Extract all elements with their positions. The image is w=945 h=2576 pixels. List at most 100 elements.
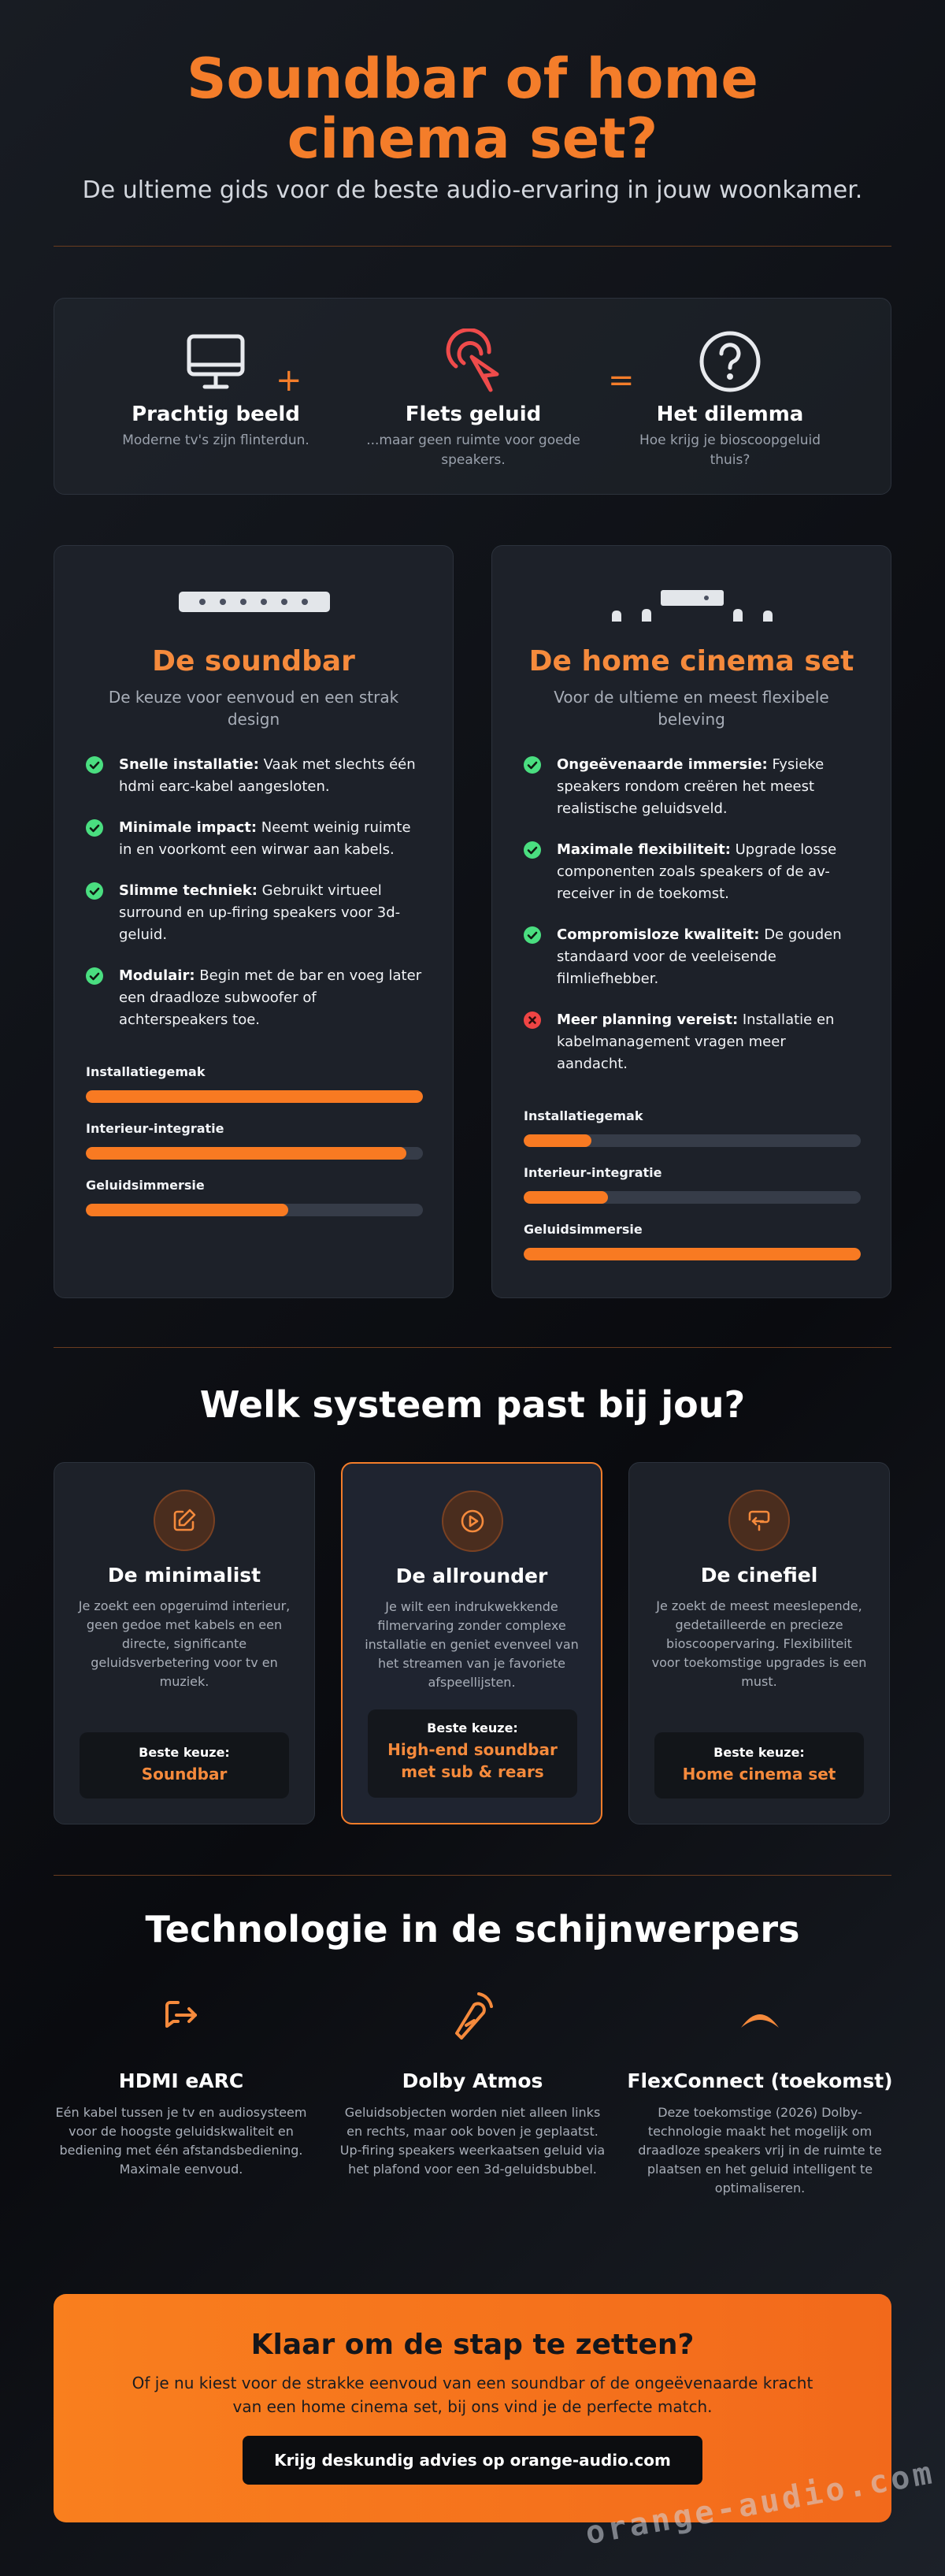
- meter-track: [86, 1090, 423, 1103]
- choice-label: Beste keuze:: [713, 1745, 805, 1760]
- check-icon: [86, 882, 103, 900]
- meter-fill: [524, 1191, 608, 1204]
- x-circle-icon: [524, 1011, 541, 1029]
- share-arrow-icon: [47, 1985, 315, 2048]
- meter-fill: [86, 1147, 406, 1160]
- best-choice-box: Beste keuze: Soundbar: [80, 1732, 289, 1798]
- meter-label: Installatiegemak: [86, 1064, 206, 1079]
- meter-fill: [86, 1204, 288, 1216]
- persona-title: De allrounder: [395, 1565, 548, 1587]
- feature-text: Gebruikt virtueel surround en up-firing …: [119, 882, 401, 943]
- plus-sign: +: [276, 362, 302, 399]
- tech-title: Technologie in de schijnwerpers: [145, 1908, 800, 1951]
- meter-geluidsimmersie: Geluidsimmersie: [86, 1178, 423, 1216]
- feature-label: Minimale impact:: [119, 819, 258, 836]
- best-choice-box: Beste keuze: High-end soundbar met sub &…: [368, 1709, 577, 1798]
- meter-track: [524, 1134, 861, 1147]
- homecinema-title: De home cinema set: [528, 645, 854, 677]
- meter-geluidsimmersie: Geluidsimmersie: [524, 1222, 861, 1260]
- cursor-click-icon: [363, 328, 584, 395]
- meter-track: [86, 1204, 423, 1216]
- check-icon: [86, 967, 103, 985]
- meter-fill: [524, 1134, 591, 1147]
- page-subtitle: De ultieme gids voor de beste audio-erva…: [82, 176, 863, 204]
- cta-desc: Of je nu kiest voor de strakke eenvoud v…: [132, 2374, 813, 2416]
- persona-desc: Je zoekt de meest meeslepende, gedetaill…: [651, 1598, 867, 1689]
- feature-item: Slimme techniek: Gebruikt virtueel surro…: [86, 880, 423, 946]
- feature-label: Ongeëvenaarde immersie:: [557, 756, 768, 773]
- choice-value: High-end soundbar met sub & rears: [387, 1740, 558, 1781]
- soundbar-title: De soundbar: [152, 645, 355, 677]
- play-circle-icon: [442, 1490, 503, 1552]
- divider: [54, 1347, 891, 1348]
- intro-item-geluid: Flets geluid ...maar geen ruimte voor go…: [363, 328, 584, 470]
- tech-item-desc: Geluidsobjecten worden niet alleen links…: [339, 2105, 606, 2177]
- persona-card-allrounder: De allrounder Je wilt een indrukwekkende…: [341, 1462, 602, 1824]
- divider: [54, 1875, 891, 1876]
- meter-label: Interieur-integratie: [86, 1121, 224, 1136]
- page-title: Soundbar of home cinema set?: [187, 46, 758, 171]
- meter-installatiegemak: Installatiegemak: [86, 1064, 423, 1103]
- meter-fill: [86, 1090, 423, 1103]
- intro-item-beeld: Prachtig beeld Moderne tv's zijn flinter…: [106, 328, 326, 451]
- meter-interieur: Interieur-integratie: [524, 1165, 861, 1204]
- edit-icon: [154, 1490, 215, 1551]
- choice-label: Beste keuze:: [139, 1745, 230, 1760]
- tech-item-atmos: Dolby Atmos Geluidsobjecten worden niet …: [339, 1985, 606, 2179]
- choice-value: Home cinema set: [682, 1765, 836, 1784]
- feature-label: Meer planning vereist:: [557, 1011, 739, 1028]
- tech-item-title: HDMI eARC: [118, 2069, 244, 2092]
- cast-icon: [728, 1490, 790, 1551]
- feature-label: Slimme techniek:: [119, 882, 258, 899]
- check-icon: [524, 926, 541, 944]
- persona-title: De minimalist: [107, 1564, 261, 1587]
- feature-item: Maximale flexibiliteit: Upgrade losse co…: [524, 839, 861, 905]
- feature-label: Snelle installatie:: [119, 756, 259, 773]
- meter-label: Geluidsimmersie: [524, 1222, 643, 1237]
- best-choice-box: Beste keuze: Home cinema set: [654, 1732, 864, 1798]
- tech-item-flexconnect: FlexConnect (toekomst) Deze toekomstige …: [626, 1985, 894, 2198]
- cta-banner: Klaar om de stap te zetten? Of je nu kie…: [54, 2294, 891, 2522]
- feature-text: Begin met de bar en voeg later een draad…: [119, 967, 422, 1028]
- meter-label: Interieur-integratie: [524, 1165, 662, 1180]
- check-icon: [86, 819, 103, 837]
- intro-title: Prachtig beeld: [132, 403, 300, 426]
- soundbar-illustration: [54, 587, 453, 622]
- feature-item: Compromisloze kwaliteit: De gouden stand…: [524, 924, 861, 990]
- persona-desc: Je zoekt een opgeruimd interieur, geen g…: [78, 1598, 291, 1689]
- equals-sign: =: [608, 362, 635, 399]
- cta-title: Klaar om de stap te zetten?: [250, 2329, 695, 2361]
- feature-label: Compromisloze kwaliteit:: [557, 926, 760, 943]
- persona-desc: Je wilt een indrukwekkende filmervaring …: [365, 1599, 579, 1690]
- check-icon: [524, 841, 541, 859]
- choice-value: Soundbar: [141, 1765, 228, 1784]
- feature-text: Upgrade losse componenten zoals speakers…: [557, 841, 837, 902]
- advice-button[interactable]: Krijg deskundig advies op orange-audio.c…: [243, 2436, 702, 2485]
- meter-track: [86, 1147, 423, 1160]
- soundbar-subtitle: De keuze voor eenvoud en een strak desig…: [108, 688, 399, 729]
- feature-text: De gouden standaard voor de veeleisende …: [557, 926, 842, 987]
- monitor-icon: [106, 328, 326, 395]
- meter-label: Geluidsimmersie: [86, 1178, 205, 1193]
- persona-title: De cinefiel: [700, 1564, 818, 1587]
- check-icon: [86, 756, 103, 774]
- feature-item: Ongeëvenaarde immersie: Fysieke speakers…: [524, 754, 861, 820]
- meter-fill: [524, 1248, 861, 1260]
- intro-desc: ...maar geen ruimte voor goede speakers.: [366, 432, 580, 468]
- question-circle-icon: [620, 328, 840, 395]
- homecinema-subtitle: Voor de ultieme en meest flexibele belev…: [554, 688, 829, 729]
- meter-track: [524, 1248, 861, 1260]
- intro-panel: Prachtig beeld Moderne tv's zijn flinter…: [54, 298, 891, 495]
- meter-track: [524, 1191, 861, 1204]
- homecinema-illustration: [492, 587, 891, 622]
- feature-label: Maximale flexibiliteit:: [557, 841, 731, 858]
- personas-title: Welk systeem past bij jou?: [199, 1383, 746, 1426]
- feature-text: Fysieke speakers rondom creëren het mees…: [557, 756, 825, 817]
- meter-interieur: Interieur-integratie: [86, 1121, 423, 1160]
- meter-installatiegemak: Installatiegemak: [524, 1108, 861, 1147]
- feature-label: Modulair:: [119, 967, 195, 984]
- intro-desc: Hoe krijg je bioscoopgeluid thuis?: [639, 432, 821, 468]
- choice-label: Beste keuze:: [427, 1720, 518, 1735]
- persona-card-minimalist: De minimalist Je zoekt een opgeruimd int…: [54, 1462, 315, 1824]
